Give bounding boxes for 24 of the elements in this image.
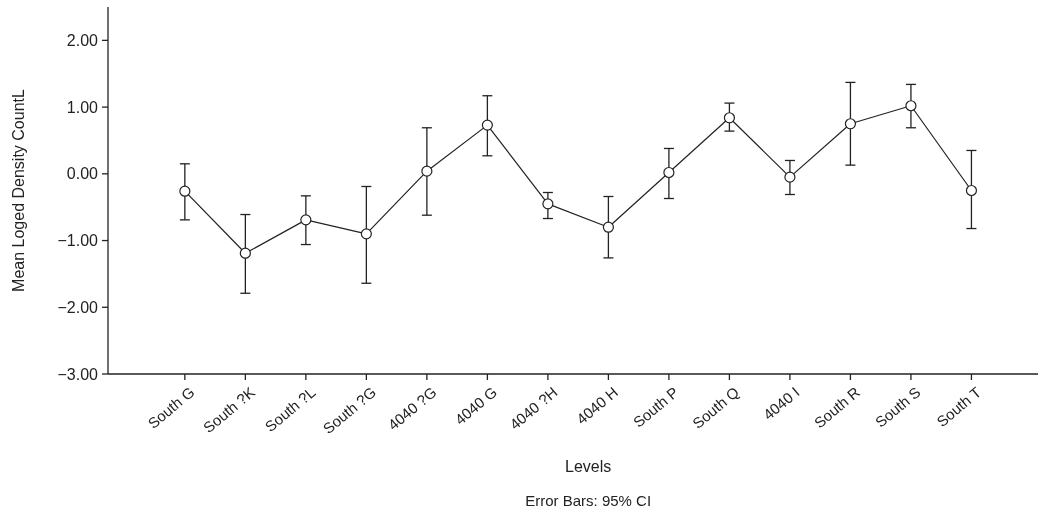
point [239,247,251,259]
point [360,228,372,240]
point [602,221,614,233]
point [905,100,917,112]
y-tick-label: −1.00 [57,232,99,250]
y-tick-label: −2.00 [57,298,99,316]
x-tick-label: 4040 ?H [506,383,561,433]
point [965,184,978,197]
y-tick-label: 0.00 [66,165,99,183]
point [542,198,554,210]
text: Error Bars: 95% CI [525,492,652,509]
y-tick-label: 2.00 [66,31,99,49]
y-tick-label: 1.00 [66,98,99,116]
y-tick-label: −3.00 [57,365,99,383]
point [179,185,191,197]
point [300,214,312,226]
point [421,165,433,177]
point [784,171,796,183]
point [481,119,493,131]
point [663,166,675,179]
y-axis-title: Mean Loged Density CountL [10,89,27,292]
x-axis-title: Levels [565,458,612,475]
point [844,118,857,130]
point [723,112,736,124]
